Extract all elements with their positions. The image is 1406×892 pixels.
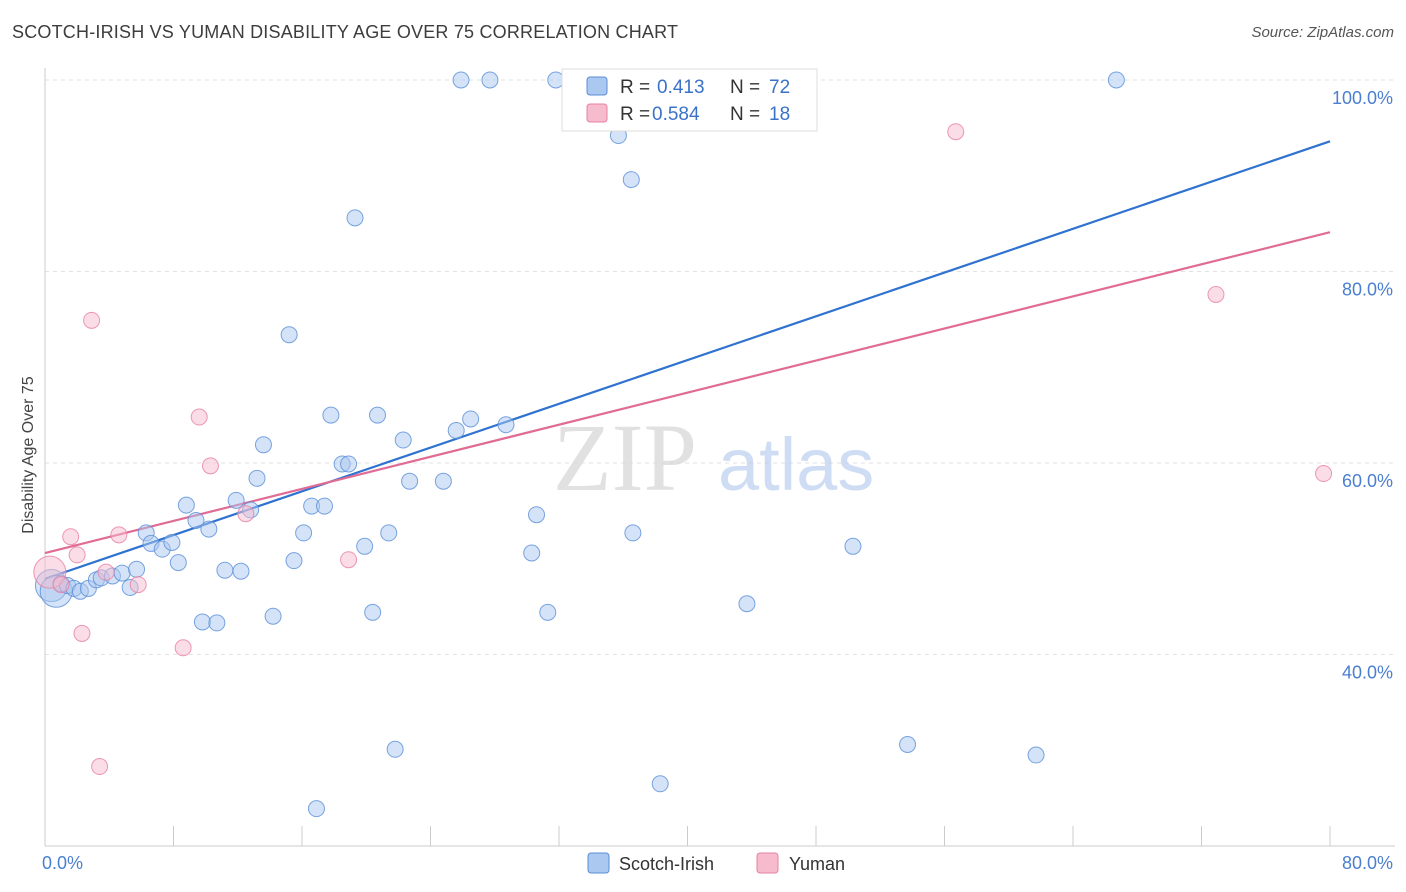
chart-title: SCOTCH-IRISH VS YUMAN DISABILITY AGE OVE…: [12, 22, 679, 42]
point-scotch-irish-55: [539, 603, 557, 621]
point-scotch-irish-49: [452, 71, 470, 89]
point-yuman-8: [110, 526, 128, 544]
point-scotch-irish-32: [295, 524, 313, 542]
point-scotch-irish-20: [193, 613, 211, 631]
point-yuman-5: [83, 311, 101, 329]
point-scotch-irish-40: [356, 537, 374, 555]
y-tick-label-60: 60.0%: [1342, 471, 1393, 491]
legend-n-value-1: 72: [769, 77, 790, 98]
legend-n-value-2: 18: [769, 104, 790, 125]
point-scotch-irish-48: [447, 421, 465, 439]
point-scotch-irish-19: [187, 511, 205, 529]
point-scotch-irish-17: [169, 554, 187, 572]
points-layer: [33, 71, 1333, 818]
point-scotch-irish-41: [364, 603, 382, 621]
trendline-scotch-irish: [44, 140, 1331, 580]
bottom-legend-swatch-yuman: [756, 852, 779, 874]
point-scotch-irish-71: [1107, 71, 1125, 89]
y-tick-label-80: 80.0%: [1342, 280, 1393, 300]
point-scotch-irish-60: [622, 171, 640, 189]
point-scotch-irish-36: [322, 406, 340, 424]
legend-r-value-1: 0.413: [657, 77, 705, 98]
y-tick-label-40: 40.0%: [1342, 663, 1393, 683]
point-scotch-irish-42: [368, 406, 386, 424]
point-scotch-irish-22: [208, 614, 226, 632]
point-yuman-13: [237, 505, 255, 523]
point-yuman-16: [1207, 285, 1225, 303]
point-scotch-irish-44: [386, 740, 404, 758]
point-scotch-irish-18: [177, 496, 195, 514]
point-scotch-irish-35: [315, 497, 333, 515]
bottom-legend-label-scotch-irish: Scotch-Irish: [619, 854, 714, 874]
point-scotch-irish-29: [264, 607, 282, 625]
legend-n-label-2: N =: [730, 104, 760, 125]
point-scotch-irish-24: [227, 491, 245, 509]
point-scotch-irish-61: [624, 524, 642, 542]
x-tick-label-min: 0.0%: [42, 853, 83, 873]
watermark: ZIP atlas: [553, 404, 874, 511]
point-scotch-irish-53: [523, 544, 541, 562]
legend-r-label-1: R =: [620, 77, 650, 98]
point-scotch-irish-52: [497, 416, 515, 434]
point-scotch-irish-27: [248, 469, 266, 487]
point-scotch-irish-47: [434, 472, 452, 490]
point-yuman-10: [174, 639, 192, 657]
point-scotch-irish-12: [128, 560, 146, 578]
point-scotch-irish-51: [481, 71, 499, 89]
point-yuman-12: [201, 457, 219, 475]
point-scotch-irish-43: [380, 524, 398, 542]
point-scotch-irish-28: [254, 436, 272, 454]
point-scotch-irish-16: [163, 533, 181, 551]
point-scotch-irish-31: [285, 552, 303, 570]
point-scotch-irish-34: [307, 800, 325, 818]
y-axis-label: Disability Age Over 75: [20, 376, 37, 534]
legend-r-label-2: R =: [620, 104, 650, 125]
point-scotch-irish-21: [200, 520, 218, 538]
chart-source: Source: ZipAtlas.com: [1251, 24, 1394, 41]
trend-layer: [44, 140, 1331, 580]
point-scotch-irish-67: [738, 595, 756, 613]
watermark-zip: ZIP: [553, 404, 697, 511]
point-scotch-irish-54: [528, 506, 546, 524]
bottom-legend: Scotch-Irish Yuman: [587, 852, 845, 874]
watermark-atlas: atlas: [718, 423, 874, 506]
x-tick-label-max: 80.0%: [1342, 853, 1393, 873]
y-tick-label-100: 100.0%: [1332, 88, 1393, 108]
bottom-legend-label-yuman: Yuman: [789, 854, 845, 874]
point-yuman-6: [91, 758, 109, 776]
point-yuman-7: [97, 563, 115, 581]
point-scotch-irish-30: [280, 326, 298, 344]
point-yuman-2: [62, 528, 80, 546]
top-legend: R = 0.413 N = 72 R = 0.584 N = 18: [561, 68, 818, 132]
point-yuman-3: [68, 546, 86, 564]
point-yuman-4: [73, 624, 91, 642]
legend-swatch-yuman: [586, 103, 608, 123]
legend-swatch-scotch-irish: [586, 76, 608, 96]
legend-r-value-2: 0.584: [652, 104, 700, 125]
point-yuman-9: [129, 576, 147, 594]
legend-n-label-1: N =: [730, 77, 760, 98]
bottom-legend-swatch-scotch-irish: [587, 852, 610, 874]
point-scotch-irish-56: [547, 71, 565, 89]
point-scotch-irish-68: [844, 537, 862, 555]
point-yuman-1: [52, 576, 70, 594]
point-yuman-11: [190, 408, 208, 426]
point-scotch-irish-70: [1027, 746, 1045, 764]
point-scotch-irish-46: [401, 472, 419, 490]
axis-layer: 40.0% 60.0% 80.0% 100.0% 0.0% 80.0%: [42, 68, 1395, 873]
point-scotch-irish-38: [340, 455, 358, 473]
point-yuman-15: [947, 123, 965, 141]
point-scotch-irish-10: [113, 564, 131, 582]
point-yuman-14: [340, 551, 358, 569]
point-scotch-irish-50: [462, 410, 480, 428]
point-scotch-irish-23: [216, 561, 234, 579]
point-scotch-irish-69: [899, 736, 917, 754]
trendline-yuman: [44, 231, 1331, 555]
point-yuman-17: [1315, 465, 1333, 483]
point-scotch-irish-45: [394, 431, 412, 449]
point-scotch-irish-25: [232, 562, 250, 580]
point-scotch-irish-39: [346, 209, 364, 227]
point-scotch-irish-63: [651, 775, 669, 793]
